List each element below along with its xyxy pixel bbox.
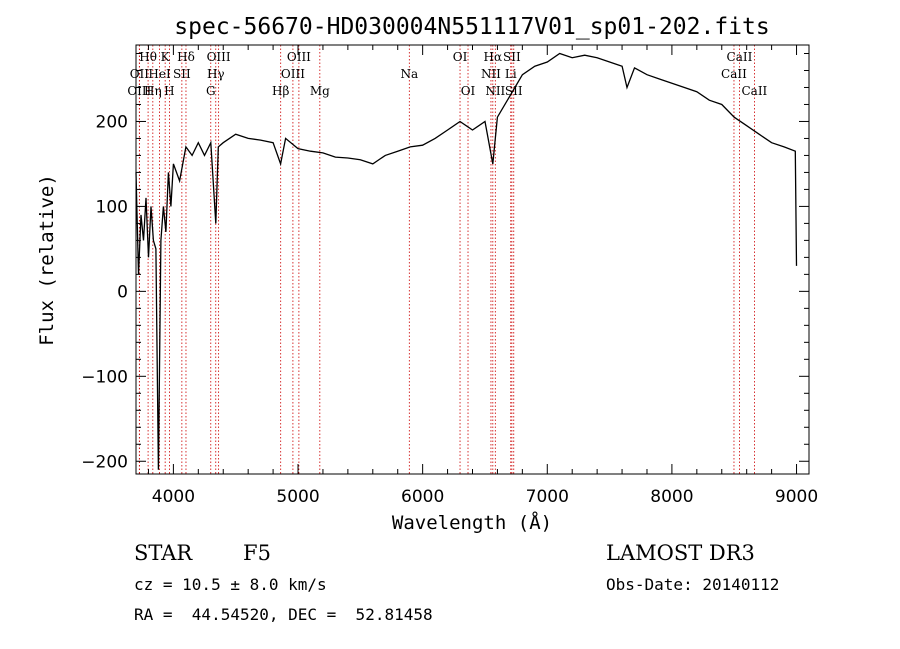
spectral-line-label-6: H bbox=[164, 84, 174, 98]
spectral-line-label-27: CaII bbox=[741, 84, 767, 98]
y-tick-label-0: −200 bbox=[81, 452, 128, 472]
x-axis-label: Wavelength (Å) bbox=[392, 511, 552, 534]
observation-date: Obs-Date: 20140112 bbox=[606, 575, 779, 594]
y-tick-label-3: 100 bbox=[96, 197, 128, 217]
ra-dec: RA = 44.54520, DEC = 52.81458 bbox=[134, 605, 433, 624]
spectral-line-label-2: OIII bbox=[127, 84, 151, 98]
spectral-line-label-7: SII bbox=[173, 67, 191, 81]
spectral-line-label-11: G bbox=[206, 84, 216, 98]
spectral-lines-group bbox=[138, 45, 755, 474]
survey-name: LAMOST DR3 bbox=[606, 541, 755, 565]
x-tick-label-2: 6000 bbox=[401, 487, 444, 507]
x-tick-label-5: 9000 bbox=[775, 487, 818, 507]
chart-title: spec-56670-HD030004N551117V01_sp01-202.f… bbox=[174, 14, 769, 40]
spectral-line-label-1: OII bbox=[130, 67, 150, 81]
spectral-line-label-10: Hγ bbox=[207, 67, 225, 81]
redshift-cz: cz = 10.5 ± 8.0 km/s bbox=[134, 575, 327, 594]
spectral-line-label-17: OI bbox=[453, 50, 468, 64]
spectral-line-label-12: Hβ bbox=[272, 84, 289, 98]
y-tick-label-4: 200 bbox=[96, 112, 128, 132]
y-axis-label: Flux (relative) bbox=[36, 174, 58, 346]
spectral-line-label-8: Hδ bbox=[177, 50, 195, 64]
object-subclass: F5 bbox=[243, 541, 271, 565]
spectral-line-label-26: CaII bbox=[721, 67, 747, 81]
spectral-line-label-19: Hα bbox=[484, 50, 503, 64]
spectral-line-label-24: SII bbox=[505, 84, 523, 98]
spectral-line-label-16: Na bbox=[400, 67, 418, 81]
spectral-line-label-4: Hη bbox=[144, 84, 162, 98]
spectral-line-label-23: NII bbox=[485, 84, 505, 98]
spectral-line-labels-group: Hθ OII OIII HeI Hη K H SII Hδ OIII Hγ G Hβ OIII OIII Mg… bbox=[127, 50, 767, 98]
y-axis-ticks: −200 −100 0 100 200 bbox=[81, 52, 809, 472]
object-class: STAR bbox=[134, 541, 193, 565]
spectral-line-label-20: SII bbox=[503, 50, 521, 64]
x-tick-label-1: 5000 bbox=[276, 487, 319, 507]
spectral-line-label-22: Li bbox=[505, 67, 517, 81]
spectral-line-label-21: NII bbox=[481, 67, 501, 81]
spectral-line-label-15: Mg bbox=[310, 84, 330, 98]
x-axis-ticks: 4000 5000 6000 7000 8000 9000 bbox=[147, 45, 818, 507]
plot-frame bbox=[135, 44, 810, 475]
spectral-line-label-13: OIII bbox=[287, 50, 311, 64]
y-tick-label-1: −100 bbox=[81, 367, 128, 387]
x-tick-label-3: 7000 bbox=[526, 487, 569, 507]
spectral-line-label-9: OIII bbox=[207, 50, 231, 64]
x-tick-label-0: 4000 bbox=[152, 487, 195, 507]
spectral-line-label-14: OIII bbox=[281, 67, 305, 81]
spectral-line-label-0: Hθ bbox=[139, 50, 157, 64]
spectral-line-label-18: OI bbox=[461, 84, 476, 98]
y-tick-label-2: 0 bbox=[117, 282, 128, 302]
spectral-line-label-5: K bbox=[161, 50, 171, 64]
spectral-line-label-25: CaII bbox=[727, 50, 753, 64]
flux-series-line bbox=[135, 52, 798, 470]
x-tick-label-4: 8000 bbox=[650, 487, 693, 507]
spectral-line-label-3: HeI bbox=[148, 67, 171, 81]
